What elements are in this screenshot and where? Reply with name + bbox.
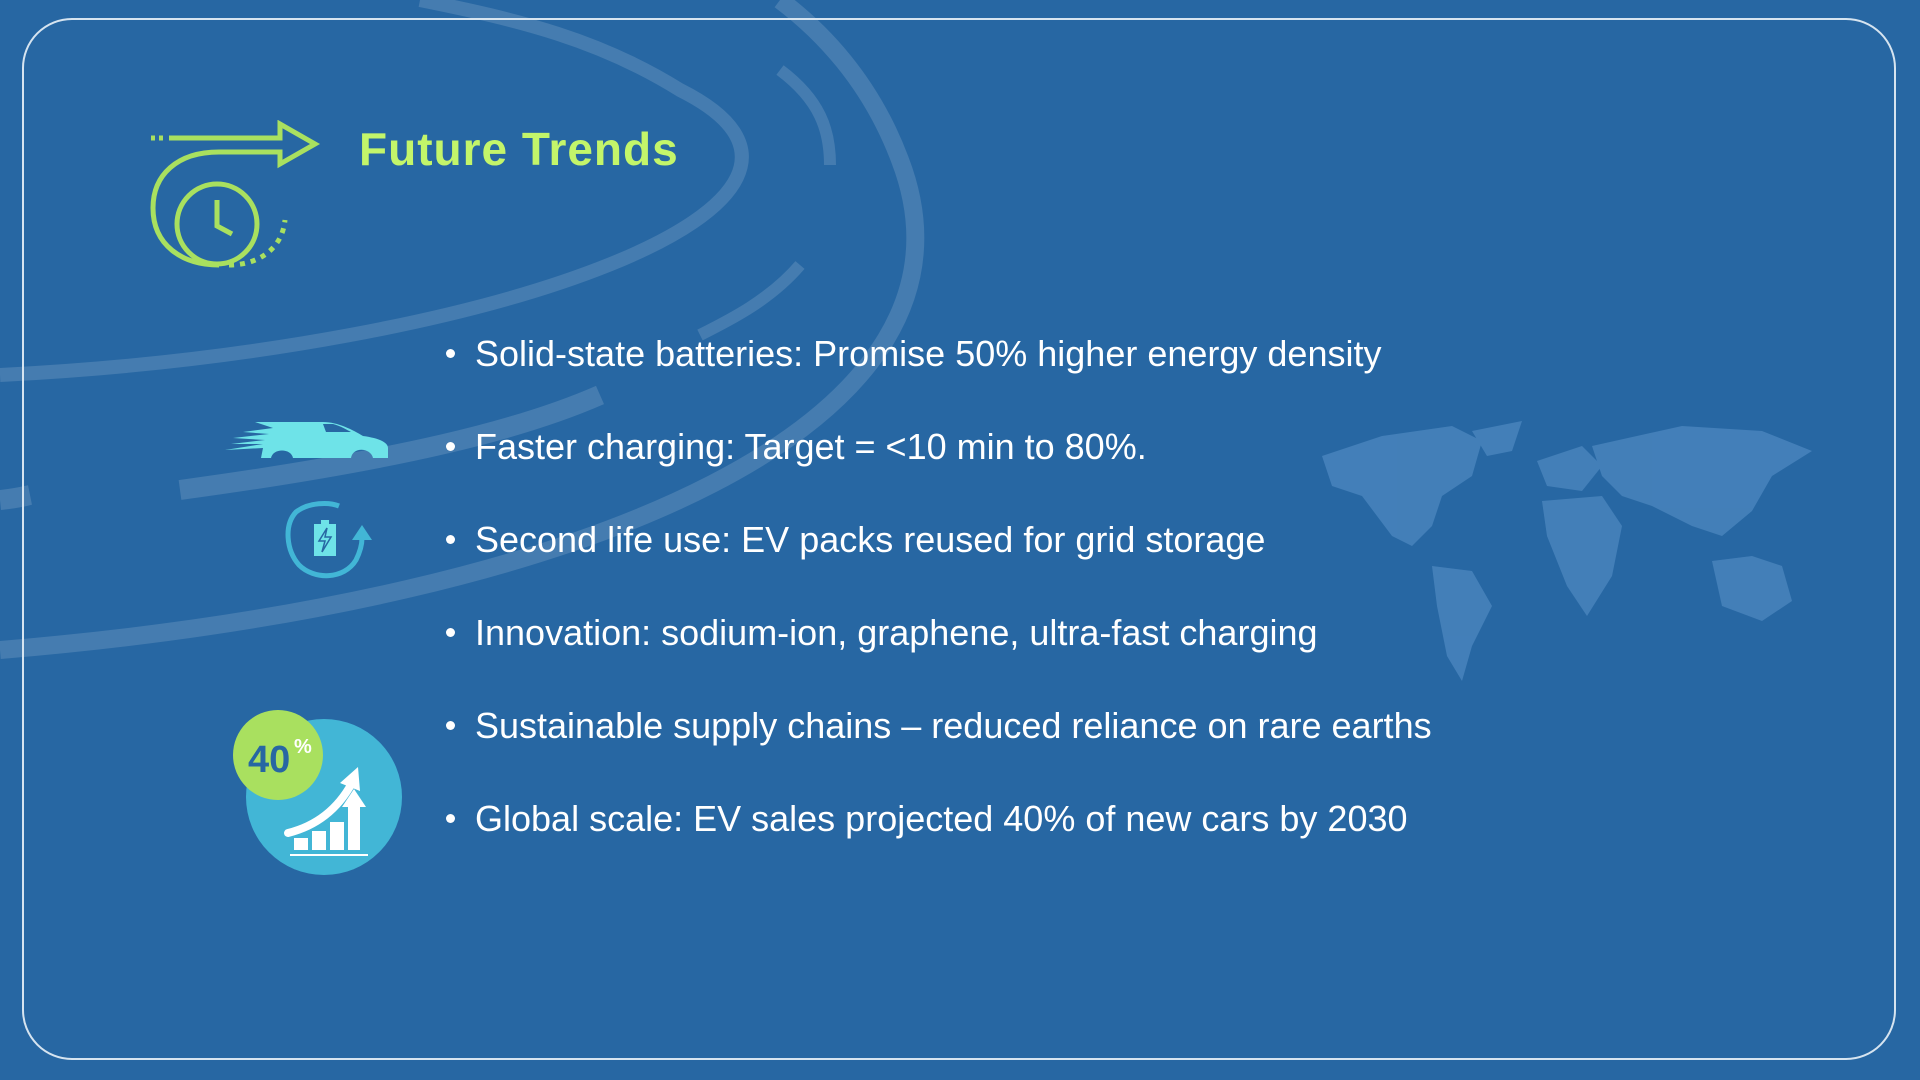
bullet-item: Global scale: EV sales projected 40% of … <box>446 798 1408 840</box>
bullet-text: Second life use: EV packs reused for gri… <box>475 519 1266 560</box>
bullet-dot <box>446 813 455 823</box>
world-map-icon <box>1322 421 1812 681</box>
slide-title: Future Trends <box>359 123 679 175</box>
bullet-item: Innovation: sodium-ion, graphene, ultra-… <box>446 612 1318 654</box>
badge-unit: % <box>294 736 312 758</box>
bullet-text: Innovation: sodium-ion, graphene, ultra-… <box>475 612 1318 653</box>
clock-arrow-icon <box>150 120 321 268</box>
bullet-item: Second life use: EV packs reused for gri… <box>446 519 1265 561</box>
bullet-text: Faster charging: Target = <10 min to 80%… <box>475 426 1147 467</box>
growth-chart-icon: 40 % <box>233 710 402 875</box>
car-speed-icon <box>225 422 388 458</box>
bullet-dot <box>446 627 455 637</box>
bullet-text: Solid-state batteries: Promise 50% highe… <box>475 333 1382 374</box>
bullet-dot <box>446 720 455 730</box>
slide-frame <box>22 18 1896 1060</box>
bullet-dot <box>446 534 455 544</box>
badge-value: 40 <box>248 739 290 781</box>
bullet-text: Global scale: EV sales projected 40% of … <box>475 798 1408 839</box>
bullet-dot <box>446 348 455 358</box>
bullet-dot <box>446 441 455 451</box>
battery-recycle-icon <box>285 501 372 579</box>
bullet-item: Faster charging: Target = <10 min to 80%… <box>446 426 1147 468</box>
bullet-text: Sustainable supply chains – reduced reli… <box>475 705 1432 746</box>
bullet-item: Sustainable supply chains – reduced reli… <box>446 705 1432 747</box>
bullet-item: Solid-state batteries: Promise 50% highe… <box>446 333 1381 375</box>
